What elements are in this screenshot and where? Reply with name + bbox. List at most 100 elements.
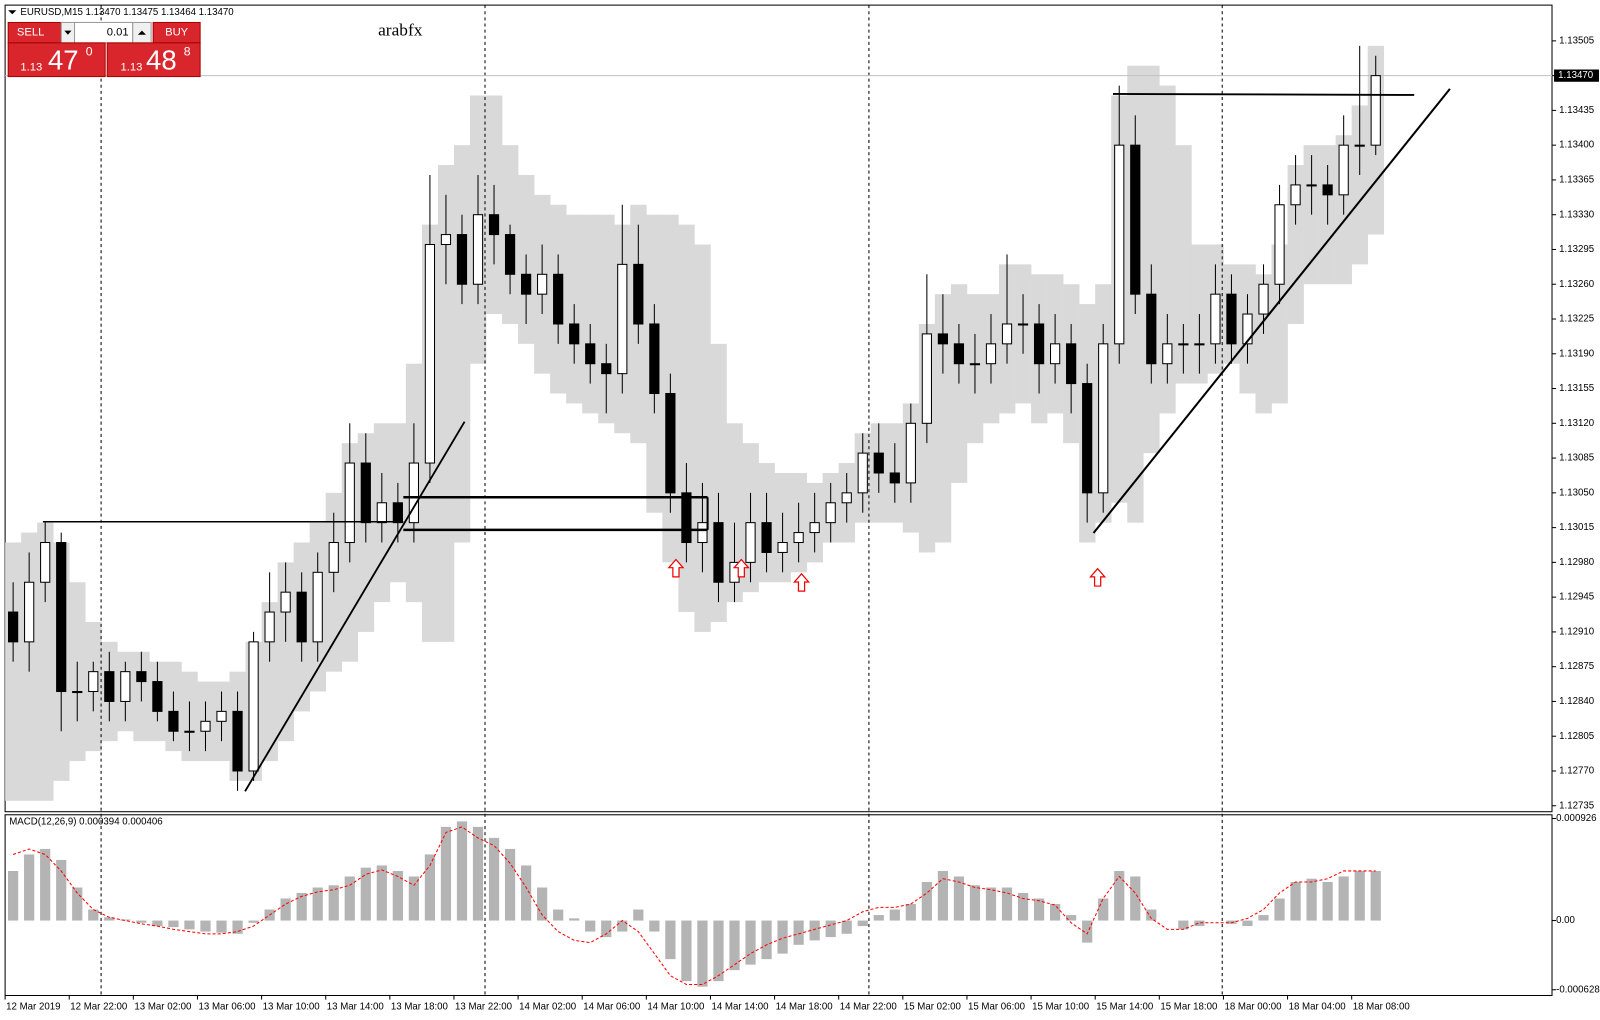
x-tick-label: 15 Mar 18:00	[1160, 1001, 1218, 1012]
x-tick-label: 14 Mar 22:00	[840, 1001, 898, 1012]
x-tick-label: 15 Mar 10:00	[1032, 1001, 1090, 1012]
macd-bar	[1354, 870, 1365, 921]
macd-bar	[248, 920, 259, 923]
candle-body	[617, 263, 628, 375]
macd-bar	[1033, 898, 1045, 921]
macd-bar	[713, 920, 724, 982]
macd-bar	[793, 920, 804, 945]
sell-label: SELL	[17, 27, 44, 39]
macd-bar	[569, 918, 580, 921]
macd-bar	[1130, 876, 1141, 921]
macd-bar	[617, 920, 628, 932]
band	[694, 244, 711, 632]
macd-bar	[376, 865, 387, 921]
chart-title: EURUSD,M15 1.13470 1.13475 1.13464 1.134…	[20, 7, 234, 18]
macd-bar	[633, 909, 644, 921]
candle-body	[504, 234, 516, 275]
y-tick-label: 1.13085	[1559, 453, 1594, 464]
x-tick-label: 18 Mar 08:00	[1353, 1001, 1411, 1012]
macd-bar	[488, 837, 500, 921]
y-tick-label: 1.12945	[1559, 592, 1594, 603]
macd-bar	[745, 920, 756, 965]
drawn-objects	[42, 88, 1451, 792]
macd-bar	[408, 876, 419, 921]
buy-fraction: 8	[184, 44, 191, 58]
macd-bar	[873, 915, 884, 921]
x-tick-label: 18 Mar 04:00	[1289, 1001, 1347, 1012]
band	[1143, 65, 1160, 454]
candle-body	[24, 581, 35, 643]
macd-bar	[729, 920, 740, 971]
y2-tick-label: -0.000628	[1556, 984, 1600, 995]
macd-bar	[969, 885, 981, 921]
candle-body	[152, 681, 163, 712]
candle-body	[56, 542, 67, 693]
candle-body	[937, 333, 949, 345]
candle-body	[200, 720, 211, 732]
axis-layer: 12 Mar 2019 12 Mar 22:00 13 Mar 02:00 13 Ma…	[4, 35, 1600, 1012]
macd-bar	[1306, 878, 1317, 921]
macd-panel	[4, 814, 1553, 997]
candle-body	[1066, 343, 1077, 385]
collapse-icon[interactable]	[8, 10, 17, 15]
x-tick-label: 12 Mar 22:00	[70, 1001, 128, 1012]
candle-body	[344, 462, 355, 544]
candle-body	[408, 462, 419, 524]
candle-body	[537, 273, 548, 295]
macd-bar	[921, 881, 932, 921]
x-tick-label: 15 Mar 02:00	[904, 1001, 962, 1012]
candle-body	[312, 571, 323, 643]
macd-bar	[1066, 915, 1077, 921]
macd-bar	[1242, 920, 1253, 927]
candle-body	[1274, 204, 1285, 285]
candle-body	[184, 730, 195, 733]
candle-body	[472, 214, 484, 285]
candle-body	[713, 522, 724, 583]
candle-body	[841, 492, 852, 504]
y-tick-label: 1.13295	[1559, 244, 1594, 255]
macd-bar	[1082, 920, 1093, 943]
sell-big-figure: 1.13	[20, 61, 42, 73]
candle-body	[1001, 323, 1013, 345]
x-tick-label: 13 Mar 02:00	[134, 1001, 192, 1012]
candle-body	[104, 671, 115, 702]
x-tick-label: 14 Mar 02:00	[519, 1001, 577, 1012]
macd-bar	[825, 920, 836, 938]
candle-body	[520, 273, 532, 295]
candle-body	[681, 492, 692, 544]
x-tick-label: 13 Mar 22:00	[455, 1001, 513, 1012]
candle-body	[376, 502, 387, 524]
x-tick-label: 14 Mar 06:00	[583, 1001, 641, 1012]
band	[934, 294, 952, 543]
buy-price-box[interactable]	[106, 42, 201, 78]
x-tick-label: 14 Mar 14:00	[711, 1001, 769, 1012]
macd-bar	[184, 920, 195, 930]
candle-body	[569, 323, 580, 345]
y-tick-label: 1.13260	[1559, 279, 1595, 290]
candle-body	[136, 671, 147, 683]
trend-line	[1092, 88, 1451, 534]
macd-bar	[665, 920, 676, 960]
candle-body	[1017, 323, 1029, 326]
x-tick-label: 13 Mar 06:00	[198, 1001, 256, 1012]
macd-bar	[456, 821, 468, 921]
candle-body	[488, 214, 500, 236]
macd-bar	[889, 909, 900, 921]
macd-bar	[104, 917, 115, 921]
macd-bar	[777, 920, 788, 954]
bid-label: 1.13470	[1558, 70, 1594, 81]
y-tick-label: 1.13400	[1559, 140, 1595, 151]
y-tick-label: 1.13190	[1559, 348, 1595, 359]
candle-body	[793, 532, 804, 544]
macd-bar	[56, 859, 67, 921]
macd-title: MACD(12,26,9) 0.000394 0.000406	[9, 816, 163, 827]
macd-bar	[937, 870, 949, 921]
candle-body	[1338, 144, 1349, 196]
macd-bar	[697, 920, 708, 987]
band	[726, 423, 743, 603]
macd-bar	[1194, 920, 1205, 927]
macd-bar	[809, 920, 820, 941]
sell-price-box[interactable]	[7, 42, 106, 78]
candle-body	[985, 343, 997, 365]
